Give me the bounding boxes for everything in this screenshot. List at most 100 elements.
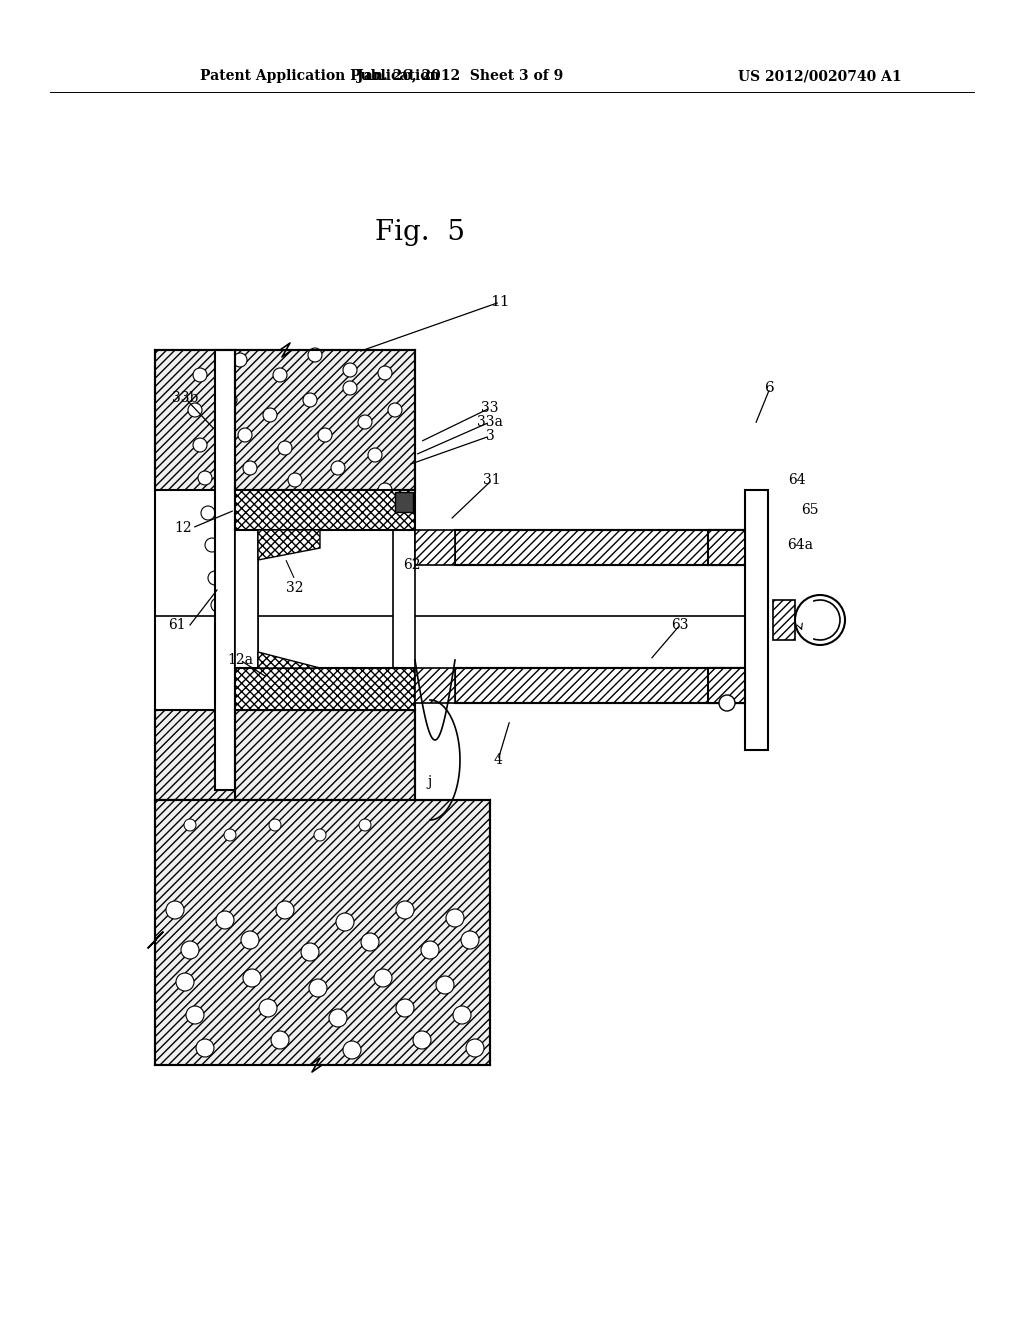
Circle shape — [368, 586, 382, 601]
Circle shape — [201, 506, 215, 520]
Bar — [395, 492, 413, 512]
Text: Patent Application Publication: Patent Application Publication — [200, 69, 439, 83]
Circle shape — [273, 368, 287, 381]
Circle shape — [298, 508, 312, 521]
Text: 12a: 12a — [227, 653, 253, 667]
Circle shape — [208, 572, 222, 585]
Circle shape — [388, 403, 402, 417]
Text: 33a: 33a — [477, 414, 503, 429]
Circle shape — [331, 461, 345, 475]
Text: 4: 4 — [494, 752, 503, 767]
Circle shape — [258, 528, 272, 543]
Circle shape — [186, 1006, 204, 1024]
Bar — [234, 490, 415, 531]
Circle shape — [301, 942, 319, 961]
Bar — [455, 565, 745, 668]
Bar — [215, 350, 234, 789]
Circle shape — [303, 393, 317, 407]
Text: 3: 3 — [485, 429, 495, 444]
Circle shape — [466, 1039, 484, 1057]
Text: 12: 12 — [174, 521, 193, 535]
Text: 64a: 64a — [787, 539, 813, 552]
Circle shape — [361, 933, 379, 950]
Circle shape — [309, 979, 327, 997]
Polygon shape — [258, 652, 319, 668]
Circle shape — [166, 902, 184, 919]
Text: 63: 63 — [672, 618, 689, 632]
Circle shape — [436, 975, 454, 994]
Circle shape — [251, 495, 265, 510]
Bar — [708, 668, 745, 704]
Circle shape — [243, 969, 261, 987]
Polygon shape — [258, 531, 319, 560]
Bar — [258, 531, 393, 668]
Circle shape — [453, 1006, 471, 1024]
Bar — [155, 710, 415, 800]
Circle shape — [396, 902, 414, 919]
Bar — [455, 531, 745, 565]
Circle shape — [378, 366, 392, 380]
Circle shape — [343, 363, 357, 378]
Text: 33: 33 — [481, 401, 499, 414]
Circle shape — [396, 999, 414, 1016]
Circle shape — [193, 368, 207, 381]
Circle shape — [795, 595, 845, 645]
Circle shape — [263, 408, 278, 422]
Bar — [708, 531, 745, 565]
Circle shape — [211, 598, 225, 612]
Text: 65: 65 — [801, 503, 819, 517]
Bar — [415, 531, 455, 565]
Circle shape — [336, 913, 354, 931]
Circle shape — [421, 941, 439, 960]
Circle shape — [343, 381, 357, 395]
Circle shape — [184, 818, 196, 832]
Circle shape — [238, 428, 252, 442]
Circle shape — [314, 829, 326, 841]
Circle shape — [198, 471, 212, 484]
Text: 32: 32 — [287, 581, 304, 595]
Bar — [155, 800, 490, 1065]
Circle shape — [233, 352, 247, 367]
Text: 31: 31 — [483, 473, 501, 487]
Circle shape — [374, 969, 392, 987]
Circle shape — [193, 438, 207, 451]
Circle shape — [308, 348, 322, 362]
Text: 62: 62 — [403, 558, 421, 572]
Circle shape — [276, 902, 294, 919]
Circle shape — [361, 560, 375, 574]
Circle shape — [263, 560, 278, 574]
Circle shape — [268, 586, 282, 601]
Text: 61: 61 — [168, 618, 185, 632]
Circle shape — [205, 539, 219, 552]
Circle shape — [288, 473, 302, 487]
Circle shape — [343, 1041, 361, 1059]
Circle shape — [181, 941, 199, 960]
Bar — [773, 601, 795, 640]
Circle shape — [343, 495, 357, 510]
Circle shape — [188, 403, 202, 417]
Text: j: j — [428, 775, 432, 789]
Circle shape — [318, 428, 332, 442]
Text: 33b: 33b — [172, 391, 199, 405]
Circle shape — [308, 541, 322, 554]
Text: US 2012/0020740 A1: US 2012/0020740 A1 — [738, 69, 902, 83]
Circle shape — [243, 461, 257, 475]
Circle shape — [176, 973, 194, 991]
Circle shape — [323, 599, 337, 612]
Bar — [155, 350, 415, 490]
Circle shape — [259, 999, 278, 1016]
Circle shape — [353, 528, 367, 543]
Circle shape — [223, 393, 237, 407]
Circle shape — [413, 1031, 431, 1049]
Circle shape — [216, 911, 234, 929]
Text: 11: 11 — [490, 294, 510, 309]
Text: 6: 6 — [765, 381, 775, 395]
Bar — [234, 531, 258, 668]
Circle shape — [358, 414, 372, 429]
Circle shape — [719, 696, 735, 711]
Circle shape — [368, 447, 382, 462]
Bar — [393, 531, 415, 668]
Circle shape — [241, 931, 259, 949]
Circle shape — [446, 909, 464, 927]
Text: Fig.  5: Fig. 5 — [375, 219, 465, 246]
